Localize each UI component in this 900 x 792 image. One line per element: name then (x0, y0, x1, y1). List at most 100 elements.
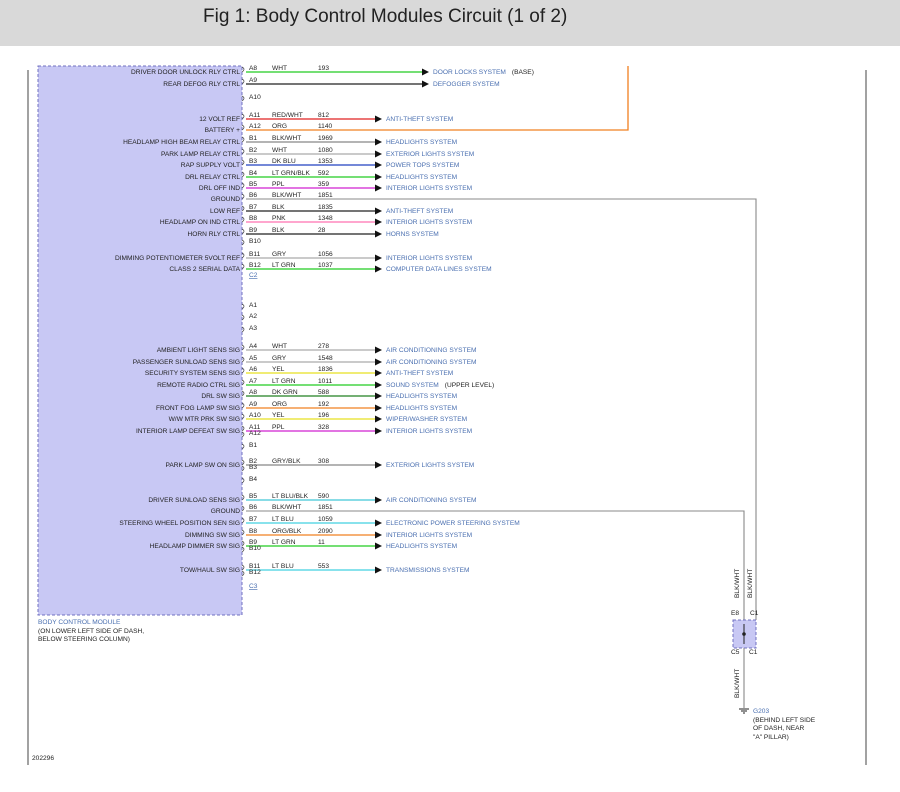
wire-color: LT GRN (272, 539, 296, 546)
signal-label: 12 VOLT REF (199, 116, 240, 123)
pin-label: A11 (249, 112, 261, 119)
destination: ELECTRONIC POWER STEERING SYSTEM (386, 520, 520, 527)
header-bar: Fig 1: Body Control Modules Circuit (1 o… (0, 0, 900, 46)
circuit-number: 592 (318, 170, 329, 177)
pin-label: A4 (249, 343, 257, 350)
pin-label: B4 (249, 170, 257, 177)
pin-label: A9 (249, 77, 257, 84)
arrow (375, 531, 382, 539)
wire-color: YEL (272, 412, 285, 419)
module-location: (ON LOWER LEFT SIDE OF DASH, (38, 628, 144, 635)
wire (246, 66, 629, 131)
destination: AIR CONDITIONING SYSTEM (386, 497, 477, 504)
signal-label: GROUND (211, 508, 241, 515)
signal-label: CLASS 2 SERIAL DATA (169, 266, 240, 273)
wire (246, 510, 745, 620)
wire-color: LT BLU (272, 563, 294, 570)
pin-label: B12 (249, 262, 261, 269)
pin-label: B2 (249, 458, 257, 465)
wire-color: PNK (272, 215, 286, 222)
signal-label: BATTERY + (205, 127, 241, 134)
connector-bracket (241, 402, 245, 409)
connector-bracket (241, 182, 245, 189)
circuit-number: 193 (318, 65, 329, 72)
pin-label: B11 (249, 563, 261, 570)
pin-label: B9 (249, 227, 257, 234)
destination: HEADLIGHTS SYSTEM (386, 393, 457, 400)
arrow (375, 392, 382, 400)
destination: TRANSMISSIONS SYSTEM (386, 567, 470, 574)
wire-color: BLK (272, 204, 285, 211)
circuit-number: 359 (318, 181, 329, 188)
wire-label: BLK/WHT (734, 669, 741, 698)
wire-color: GRY/BLK (272, 458, 301, 465)
connector-bracket (241, 517, 245, 524)
connector-bracket (241, 216, 245, 223)
circuit-number: 196 (318, 412, 329, 419)
splice-dot (742, 632, 746, 636)
destination: ANTI-THEFT SYSTEM (386, 208, 453, 215)
connector-bracket (241, 564, 245, 571)
signal-label: REMOTE RADIO CTRL SIG (157, 382, 240, 389)
pin-label: A10 (249, 94, 261, 101)
arrow (422, 80, 429, 88)
connector-label: C3 (249, 583, 258, 590)
wire-color: DK GRN (272, 389, 298, 396)
wire (246, 198, 757, 620)
signal-label: HORN RLY CTRL (187, 231, 240, 238)
figure-id: 202296 (32, 755, 54, 762)
circuit-number: 278 (318, 343, 329, 350)
connector-bracket (241, 148, 245, 155)
signal-label: DIMMING POTENTIOMETER 5VOLT REF (115, 255, 240, 262)
pin-label: B2 (249, 147, 257, 154)
connector-bracket (241, 326, 245, 333)
circuit-number: 1011 (318, 378, 333, 385)
destination: INTERIOR LIGHTS SYSTEM (386, 255, 472, 262)
circuit-number: 1969 (318, 135, 333, 142)
signal-label: FRONT FOG LAMP SW SIG (156, 405, 240, 412)
circuit-number: 28 (318, 227, 326, 234)
connector-bracket (241, 459, 245, 466)
pin-label: B12 (249, 569, 261, 576)
circuit-number: 588 (318, 389, 329, 396)
destination: HEADLIGHTS SYSTEM (386, 139, 457, 146)
circuit-number: 2090 (318, 528, 333, 535)
arrow (375, 138, 382, 146)
ground-location: (BEHIND LEFT SIDE (753, 717, 816, 724)
circuit-number: 1056 (318, 251, 333, 258)
connector-bracket (241, 413, 245, 420)
arrow (375, 254, 382, 262)
wire-color: GRY (272, 355, 287, 362)
destination: ANTI-THEFT SYSTEM (386, 116, 453, 123)
wire-color: GRY (272, 251, 287, 258)
circuit-number: 553 (318, 563, 329, 570)
destination-note: (BASE) (512, 69, 534, 76)
signal-label: STEERING WHEEL POSITION SEN SIG (119, 520, 240, 527)
wire-color: BLK/WHT (272, 192, 301, 199)
arrow (375, 381, 382, 389)
arrow (375, 265, 382, 273)
arrow (375, 358, 382, 366)
connector-bracket (241, 465, 245, 472)
destination: INTERIOR LIGHTS SYSTEM (386, 219, 472, 226)
signal-label: SECURITY SYSTEM SENS SIG (145, 370, 240, 377)
connector-bracket (241, 367, 245, 374)
pin-label: B1 (249, 442, 257, 449)
destination-note: (UPPER LEVEL) (445, 382, 494, 389)
connector-bracket (241, 314, 245, 321)
circuit-number: 308 (318, 458, 329, 465)
destination: AIR CONDITIONING SYSTEM (386, 359, 477, 366)
circuit-number: 1353 (318, 158, 333, 165)
circuit-number: 1851 (318, 504, 333, 511)
arrow (375, 161, 382, 169)
wire-label: BLK/WHT (747, 569, 754, 598)
pin-label: A1 (249, 302, 257, 309)
destination: POWER TOPS SYSTEM (386, 162, 459, 169)
arrow (375, 415, 382, 423)
pin-label: B5 (249, 493, 257, 500)
pin-label: B7 (249, 204, 257, 211)
connector-bracket (241, 570, 245, 577)
circuit-number: 1140 (318, 123, 333, 130)
circuit-number: 192 (318, 401, 329, 408)
circuit-number: 328 (318, 424, 329, 431)
